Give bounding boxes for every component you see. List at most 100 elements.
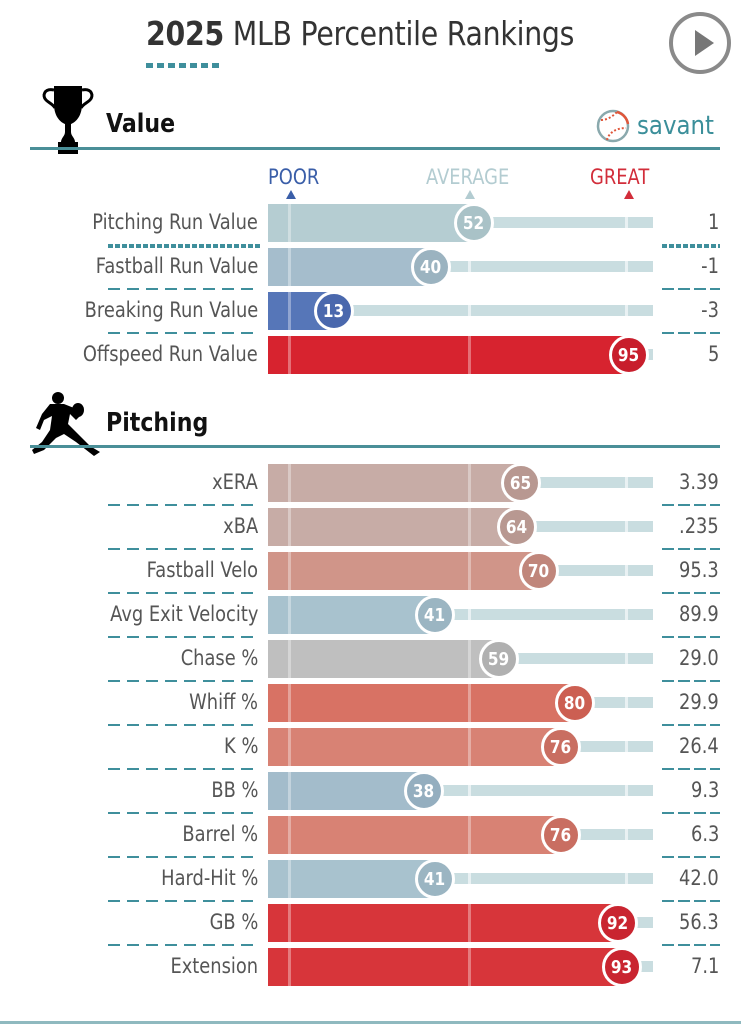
percentile-bubble: 93	[602, 947, 642, 987]
percentile-track	[561, 741, 653, 752]
row-separator	[662, 680, 720, 682]
percentile-bubble: 41	[415, 595, 455, 635]
percentile-bar	[268, 728, 561, 766]
metric-row[interactable]: xBA 64 .235	[0, 507, 741, 552]
row-separator	[108, 288, 260, 290]
poor-marker-icon	[286, 190, 296, 199]
metric-label: GB %	[209, 910, 258, 934]
savant-logo[interactable]: savant	[595, 108, 724, 144]
percentile-value: 52	[463, 212, 485, 234]
percentile-bubble: 38	[404, 771, 444, 811]
legend-great: GREAT	[590, 165, 650, 189]
section-title-pitching: Pitching	[106, 408, 209, 438]
row-separator	[662, 856, 720, 858]
percentile-bubble: 76	[541, 727, 581, 767]
metric-row[interactable]: Fastball Run Value 40 -1	[0, 247, 741, 292]
stat-value: 26.4	[679, 734, 719, 758]
row-separator	[108, 548, 260, 550]
percentile-value: 95	[618, 344, 640, 366]
percentile-track	[435, 873, 653, 884]
metric-row[interactable]: Whiff % 80 29.9	[0, 683, 741, 728]
metric-row[interactable]: Hard-Hit % 41 42.0	[0, 859, 741, 904]
row-separator	[108, 592, 260, 594]
metric-label: Barrel %	[182, 822, 258, 846]
legend-poor: POOR	[268, 165, 320, 189]
baseball-icon	[596, 109, 630, 143]
metric-label: Breaking Run Value	[84, 298, 258, 322]
section-title-value: Value	[106, 109, 176, 139]
metric-label: xERA	[212, 470, 258, 494]
stat-value: 6.3	[690, 822, 719, 846]
stat-value: -1	[701, 254, 719, 278]
percentile-value: 76	[550, 736, 572, 758]
metric-label: xBA	[222, 514, 258, 538]
row-separator	[108, 680, 260, 682]
metric-row[interactable]: Offspeed Run Value 95 5	[0, 335, 741, 380]
stat-value: 89.9	[679, 602, 719, 626]
metric-row[interactable]: Fastball Velo 70 95.3	[0, 551, 741, 596]
metric-row[interactable]: Chase % 59 29.0	[0, 639, 741, 684]
percentile-bubble: 92	[598, 903, 638, 943]
metric-row[interactable]: Avg Exit Velocity 41 89.9	[0, 595, 741, 640]
row-separator	[108, 636, 260, 638]
percentile-track	[499, 653, 653, 664]
percentile-bar	[268, 904, 618, 942]
metric-row[interactable]: Breaking Run Value 13 -3	[0, 291, 741, 336]
metric-row[interactable]: BB % 38 9.3	[0, 771, 741, 816]
stat-value: 29.9	[679, 690, 719, 714]
row-separator	[662, 900, 720, 902]
percentile-bar	[268, 640, 499, 678]
stat-value: 7.1	[690, 954, 719, 978]
percentile-bubble: 59	[479, 639, 519, 679]
stat-value: 1	[707, 210, 719, 234]
metric-row[interactable]: Extension 93 7.1	[0, 947, 741, 992]
metric-row[interactable]: xERA 65 3.39	[0, 463, 741, 508]
average-marker-icon	[465, 190, 475, 199]
percentile-bubble: 65	[501, 463, 541, 503]
percentile-track	[424, 785, 653, 796]
row-separator	[662, 592, 720, 594]
percentile-bar	[268, 204, 474, 242]
stat-value: 5	[707, 342, 719, 366]
percentile-value: 76	[550, 824, 572, 846]
play-button[interactable]	[669, 12, 731, 74]
metric-label: K %	[223, 734, 258, 758]
row-separator	[108, 244, 260, 248]
percentile-bar	[268, 860, 435, 898]
metric-row[interactable]: K % 76 26.4	[0, 727, 741, 772]
metric-label: Fastball Run Value	[95, 254, 258, 278]
metric-row[interactable]: Pitching Run Value 52 1	[0, 203, 741, 248]
row-separator	[662, 768, 720, 770]
metric-label: Extension	[170, 954, 258, 978]
percentile-bubble: 41	[415, 859, 455, 899]
percentile-bar	[268, 336, 629, 374]
percentile-value: 93	[611, 956, 633, 978]
stat-value: .235	[679, 514, 719, 538]
bottom-rule	[0, 1021, 741, 1024]
page-title: 2025 MLB Percentile Rankings	[146, 14, 574, 53]
percentile-value: 59	[488, 648, 510, 670]
percentile-bubble: 80	[555, 683, 595, 723]
percentile-track	[435, 609, 653, 620]
percentile-track	[474, 217, 653, 228]
stat-value: 29.0	[679, 646, 719, 670]
row-separator	[108, 768, 260, 770]
percentile-bubble: 52	[454, 203, 494, 243]
metric-label: Whiff %	[189, 690, 258, 714]
percentile-track	[561, 829, 653, 840]
metric-label: Pitching Run Value	[92, 210, 258, 234]
row-separator	[662, 504, 720, 506]
metric-row[interactable]: Barrel % 76 6.3	[0, 815, 741, 860]
metric-row[interactable]: GB % 92 56.3	[0, 903, 741, 948]
percentile-value: 92	[607, 912, 629, 934]
percentile-track	[521, 477, 653, 488]
percentile-bar	[268, 248, 431, 286]
percentile-bubble: 64	[497, 507, 537, 547]
percentile-track	[575, 697, 653, 708]
row-separator	[662, 548, 720, 550]
percentile-bar	[268, 948, 622, 986]
row-separator	[662, 812, 720, 814]
row-separator	[108, 900, 260, 902]
row-separator	[108, 724, 260, 726]
percentile-track	[517, 521, 653, 532]
